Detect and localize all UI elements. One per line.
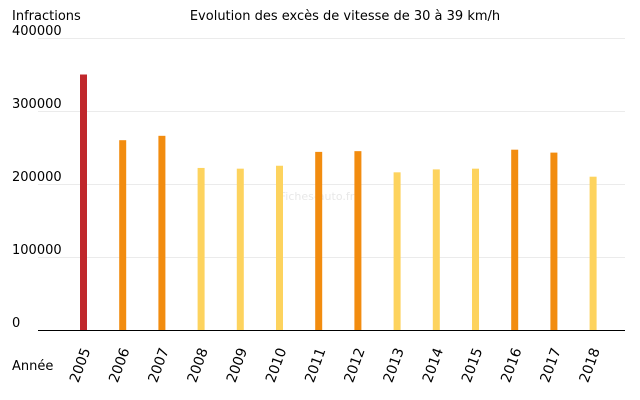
x-axis-label: Année — [12, 359, 53, 374]
bar-2016 — [511, 149, 519, 330]
x-tick-label-2018: 2018 — [577, 346, 604, 385]
bar-2008 — [197, 167, 205, 330]
x-tick-label-2016: 2016 — [498, 346, 525, 385]
bar-2018 — [589, 176, 597, 330]
bar-2012 — [354, 151, 362, 330]
x-tick-labels: 2005 2006 2007 2008 2009 2010 2011 2012 2013 2014… — [67, 346, 604, 385]
chart-title: Evolution des excès de vitesse de 30 à 3… — [190, 9, 500, 24]
x-tick-label-2012: 2012 — [341, 346, 368, 385]
bar-2005 — [80, 74, 87, 330]
bar-2009 — [236, 168, 244, 330]
y-axis-label: Infractions — [12, 9, 81, 24]
bar-2007 — [158, 135, 166, 330]
y-tick-label: 200000 — [12, 170, 62, 185]
bar-2017 — [550, 152, 558, 330]
y-tick-label: 300000 — [12, 97, 62, 112]
y-tick-labels: 0 100000 200000 300000 400000 — [12, 24, 62, 331]
bar-2014 — [432, 169, 440, 330]
bar-2010 — [276, 165, 283, 330]
x-tick-label-2005: 2005 — [67, 346, 94, 385]
bars — [80, 74, 597, 330]
y-tick-label: 0 — [12, 316, 20, 331]
x-tick-label-2010: 2010 — [263, 346, 290, 385]
bar-2006 — [119, 140, 127, 330]
x-tick-label-2009: 2009 — [224, 346, 251, 385]
x-tick-label-2014: 2014 — [420, 346, 447, 385]
x-tick-label-2008: 2008 — [185, 346, 212, 385]
bar-2013 — [393, 172, 401, 330]
bar-2015 — [472, 168, 479, 330]
x-tick-label-2007: 2007 — [145, 346, 172, 385]
bar-2011 — [315, 151, 323, 330]
x-tick-label-2015: 2015 — [459, 346, 486, 385]
x-tick-label-2011: 2011 — [302, 346, 329, 385]
x-tick-label-2006: 2006 — [106, 346, 133, 385]
x-tick-label-2017: 2017 — [537, 346, 564, 385]
x-tick-label-2013: 2013 — [381, 346, 408, 385]
y-tick-label: 400000 — [12, 24, 62, 39]
y-tick-label: 100000 — [12, 243, 62, 258]
grid-lines — [38, 38, 625, 258]
